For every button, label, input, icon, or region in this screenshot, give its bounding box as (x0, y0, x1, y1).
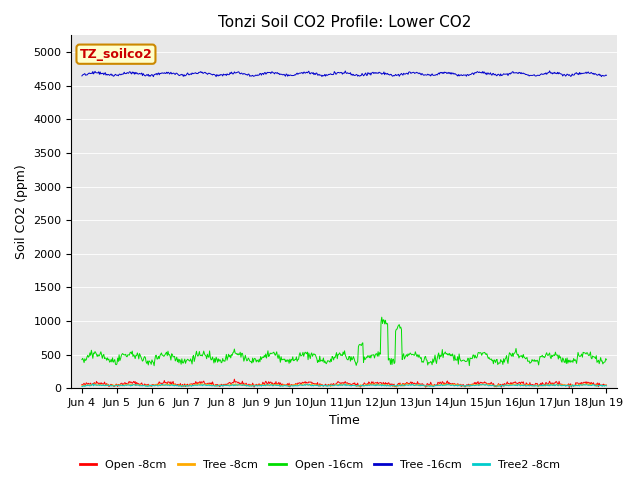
Tree -8cm (88, 383, 95, 388)
Tree2 -8cm (142, 384, 150, 389)
Tree -8cm (603, 383, 611, 388)
Open -8cm (565, 385, 573, 391)
Tree2 -8cm (497, 384, 504, 390)
Open -16cm (223, 357, 231, 363)
Line: Open -8cm: Open -8cm (82, 379, 607, 388)
Line: Tree -16cm: Tree -16cm (82, 71, 607, 77)
Legend: Open -8cm, Tree -8cm, Open -16cm, Tree -16cm, Tree2 -8cm: Open -8cm, Tree -8cm, Open -16cm, Tree -… (76, 456, 564, 474)
Tree2 -8cm (603, 383, 611, 389)
Tree2 -8cm (78, 384, 86, 389)
Tree2 -8cm (424, 383, 431, 389)
Open -16cm (88, 348, 95, 353)
Tree -8cm (78, 383, 86, 388)
Tree -16cm (424, 72, 431, 77)
Open -8cm (424, 381, 431, 386)
Tree2 -8cm (408, 382, 416, 388)
Tree -8cm (141, 383, 149, 389)
Text: TZ_soilco2: TZ_soilco2 (79, 48, 152, 60)
Line: Open -16cm: Open -16cm (82, 317, 607, 366)
Tree -16cm (196, 69, 204, 75)
Tree -8cm (223, 382, 231, 388)
Open -8cm (230, 376, 238, 382)
Y-axis label: Soil CO2 (ppm): Soil CO2 (ppm) (15, 165, 28, 259)
Tree2 -8cm (196, 382, 204, 388)
Tree -16cm (88, 70, 95, 76)
Open -8cm (88, 382, 95, 388)
Tree2 -8cm (223, 383, 231, 388)
Tree -16cm (223, 71, 231, 77)
Title: Tonzi Soil CO2 Profile: Lower CO2: Tonzi Soil CO2 Profile: Lower CO2 (218, 15, 471, 30)
Tree -8cm (410, 382, 417, 388)
Open -16cm (424, 360, 432, 365)
Tree -16cm (603, 72, 611, 78)
Tree -16cm (141, 73, 149, 79)
Tree -8cm (195, 381, 202, 386)
Tree -16cm (546, 68, 554, 74)
Open -8cm (603, 382, 611, 388)
Open -8cm (408, 379, 416, 385)
Tree -8cm (356, 384, 364, 390)
Open -16cm (141, 355, 149, 360)
Open -8cm (223, 381, 230, 387)
Tree -16cm (408, 70, 416, 75)
Tree2 -8cm (88, 382, 95, 388)
Tree -16cm (150, 74, 157, 80)
Open -16cm (196, 348, 204, 354)
Line: Tree -8cm: Tree -8cm (82, 384, 607, 387)
Tree -16cm (78, 73, 86, 79)
Tree2 -8cm (89, 381, 97, 387)
Tree -8cm (424, 383, 432, 388)
Open -8cm (195, 381, 202, 387)
Open -16cm (150, 363, 158, 369)
Tree -8cm (196, 382, 204, 388)
Open -8cm (78, 382, 86, 387)
Open -16cm (603, 357, 611, 363)
Open -16cm (78, 357, 86, 362)
Line: Tree2 -8cm: Tree2 -8cm (82, 384, 607, 387)
Open -16cm (410, 351, 417, 357)
X-axis label: Time: Time (329, 414, 360, 427)
Open -8cm (141, 382, 149, 387)
Open -16cm (378, 314, 386, 320)
